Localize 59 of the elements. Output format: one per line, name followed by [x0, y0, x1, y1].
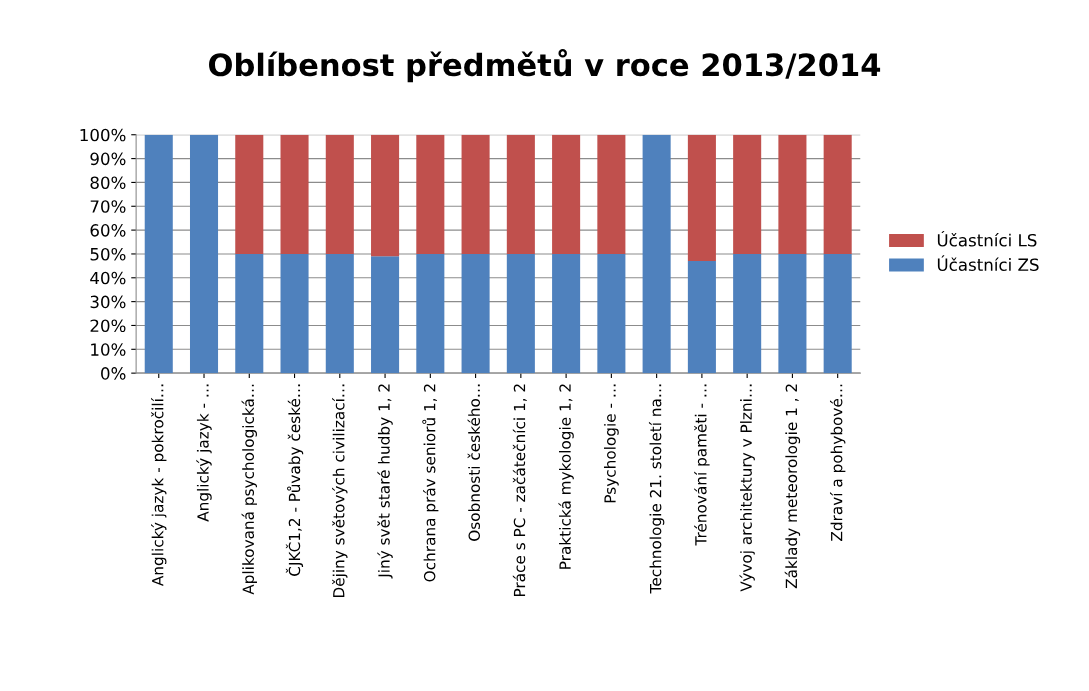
- bar: [325, 134, 354, 254]
- bar: [823, 134, 852, 254]
- bar: [371, 256, 400, 374]
- bar: [506, 253, 535, 374]
- bar: [552, 134, 581, 254]
- bar: [506, 134, 535, 254]
- bar: [687, 134, 716, 262]
- bar: [144, 134, 173, 374]
- bar: [778, 134, 807, 254]
- bar: [733, 253, 762, 374]
- x-tick-label: Zdraví a pohybové…: [829, 384, 846, 541]
- x-tick-label: Aplikovaná psychologická…: [241, 384, 257, 595]
- bar: [325, 253, 354, 374]
- x-tick-label: Práce s PC - začátečníci 1, 2: [512, 384, 527, 597]
- bar: [778, 253, 807, 374]
- bar: [280, 253, 309, 374]
- bar: [416, 134, 445, 254]
- y-tick-label: 60%: [90, 224, 126, 237]
- y-tick-label: 70%: [90, 200, 126, 213]
- x-tick-label: Praktická mykologie 1, 2: [558, 384, 574, 569]
- x-tick-label: Dějiny světových civilizací…: [332, 384, 348, 598]
- y-tick-label: 40%: [90, 271, 126, 285]
- y-tick-label: 30%: [90, 295, 126, 309]
- bar: [597, 134, 626, 254]
- bar: [733, 134, 762, 254]
- bar: [416, 253, 445, 374]
- bar: [235, 253, 264, 374]
- y-tick-label: 20%: [90, 319, 126, 333]
- x-tick-label: Vývoj architektury v Plzni…: [739, 384, 755, 592]
- y-tick-label: 10%: [91, 343, 126, 356]
- x-tick-label: Trénování paměti - …: [694, 384, 710, 546]
- bar: [189, 134, 219, 374]
- x-tick-label: ČJKČ1,2 - Půvaby české…: [285, 384, 304, 576]
- x-tick-label: Anglický jazyk - pokročilí…: [151, 384, 167, 586]
- x-tick-label: Ochrana práv seniorů 1, 2: [422, 384, 439, 582]
- x-tick-label: Základy meteorologie 1 , 2: [784, 384, 801, 589]
- bar: [461, 134, 490, 254]
- x-tick-label: Anglický jazyk - …: [196, 384, 212, 522]
- y-tick-label: 0%: [101, 367, 126, 380]
- bar: [235, 134, 264, 254]
- bar: [597, 253, 626, 374]
- x-tick-label: Psychologie - …: [603, 384, 619, 503]
- y-tick-label: 80%: [90, 176, 126, 189]
- bar: [642, 134, 671, 374]
- bar: [280, 134, 309, 254]
- bar: [823, 253, 852, 374]
- y-tick-label: 100%: [80, 128, 126, 142]
- y-tick-label: 90%: [90, 152, 126, 166]
- bar: [687, 261, 716, 374]
- x-tick-label: Technologie 21. století na…: [648, 384, 665, 594]
- y-tick-label: 50%: [90, 247, 126, 261]
- x-tick-label: Jiný svět staré hudby 1, 2: [377, 384, 393, 579]
- legend-label: Účastníci ZS: [937, 255, 1039, 272]
- x-tick-label: Osobnosti českého…: [467, 384, 481, 541]
- chart-title: Oblíbenost předmětů v roce 2013/2014: [209, 49, 881, 83]
- bar: [461, 253, 490, 374]
- bar: [552, 253, 581, 374]
- bar: [371, 134, 400, 257]
- legend-label: Účastníci LS: [937, 230, 1037, 247]
